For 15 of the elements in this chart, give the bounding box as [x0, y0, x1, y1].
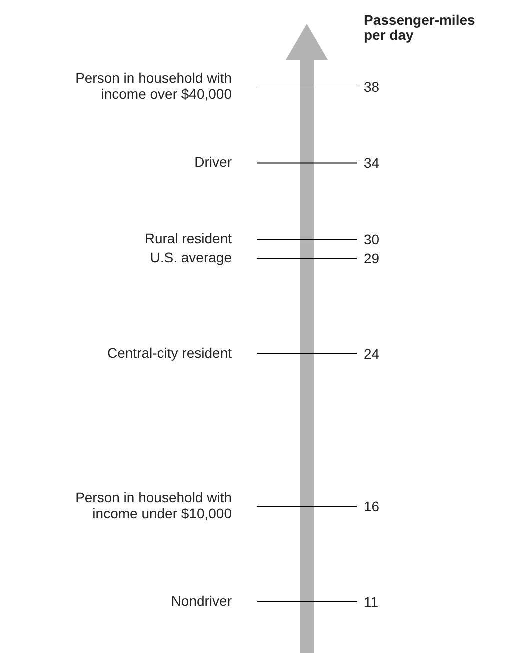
category-label: Central-city resident	[108, 344, 232, 361]
category-label: Driver	[194, 154, 232, 170]
data-label: 11	[364, 594, 379, 610]
data-label: 16	[364, 498, 380, 514]
data-label: 29	[364, 250, 380, 267]
data-label: 34	[364, 155, 380, 172]
category-label: Nondriver	[171, 592, 232, 609]
category-label: Rural resident	[144, 230, 232, 246]
data-label: 24	[364, 346, 380, 362]
data-label: 30	[364, 231, 380, 248]
category-label: Person in household with income over $40,000	[76, 70, 232, 102]
category-label: Person in household with income under $10,000	[76, 489, 232, 522]
data-label: 38	[364, 78, 380, 95]
category-label: U.S. average	[150, 250, 232, 266]
text: Passenger-miles per day	[364, 12, 476, 43]
